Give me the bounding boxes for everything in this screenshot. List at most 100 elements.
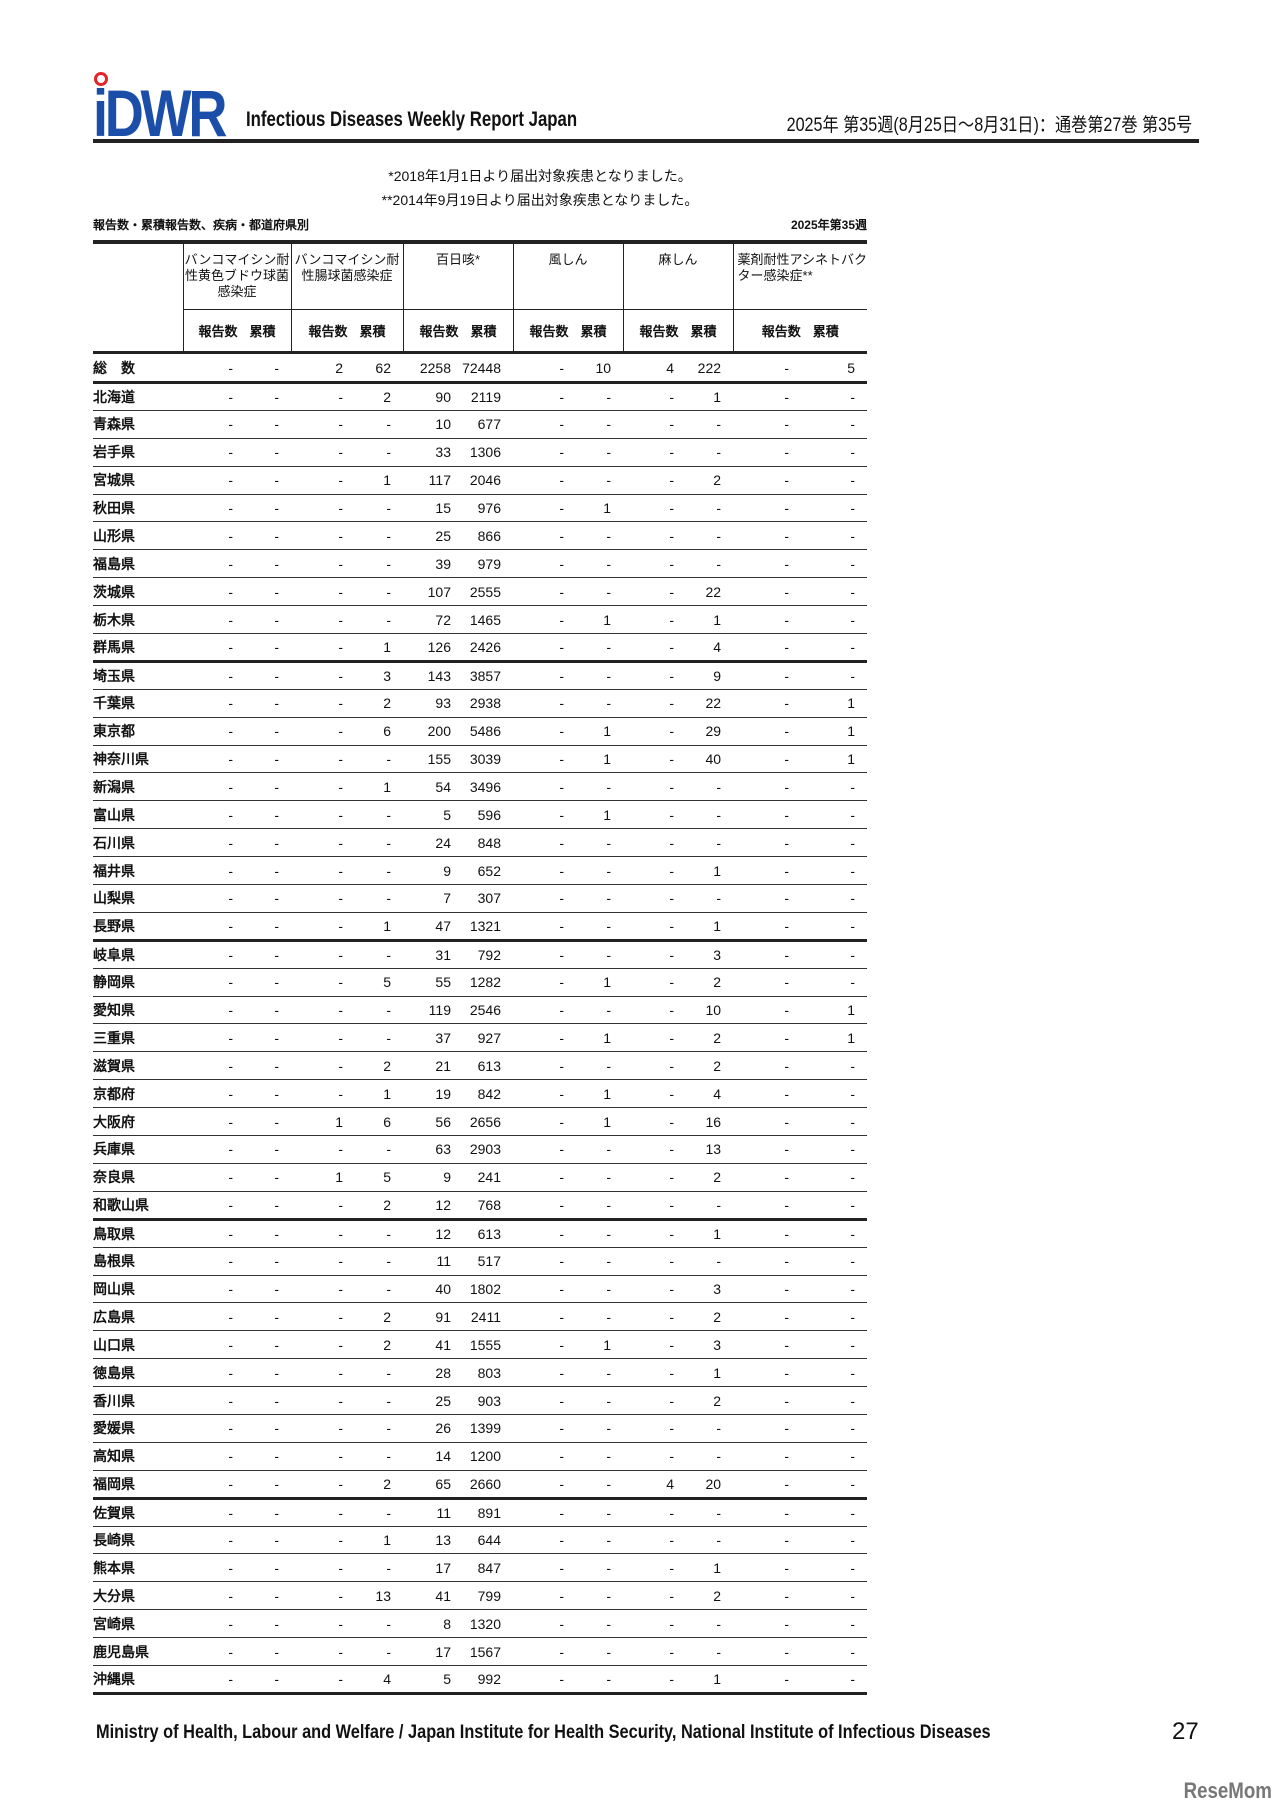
cumulative-header: 累積 (580, 324, 607, 339)
table-cell: - (606, 1141, 612, 1158)
table-cell: - (274, 527, 279, 544)
table-cell: - (606, 917, 612, 934)
table-cell: 222 (697, 359, 722, 376)
table-cell: - (274, 1141, 279, 1158)
table-cell: 2119 (470, 388, 501, 405)
table-cell: 33 (435, 444, 451, 461)
table-cell: - (669, 388, 675, 405)
table-cell: 1567 (469, 1643, 501, 1660)
table-cell: 2 (383, 1336, 391, 1353)
prefecture-name: 愛媛県 (93, 1420, 135, 1437)
table-cell: 2 (383, 1057, 391, 1074)
table-cell: 596 (477, 806, 501, 823)
table-cell: 4 (713, 1085, 722, 1102)
table-cell: 1 (603, 1336, 612, 1353)
table-cell: - (850, 1225, 856, 1242)
prefecture-name: 広島県 (93, 1308, 135, 1325)
table-cell: - (784, 1113, 790, 1130)
table-cell: - (274, 583, 279, 600)
table-cell: - (228, 751, 233, 768)
table-cell: 5 (443, 1670, 451, 1687)
table-cell: - (606, 472, 612, 489)
table-cell: - (228, 806, 233, 823)
prefecture-name: 沖縄県 (93, 1670, 135, 1687)
table-cell: 847 (477, 1559, 501, 1576)
table-cell: - (338, 1002, 343, 1019)
table-cell: - (716, 555, 722, 572)
table-cell: 39 (435, 555, 451, 572)
table-cell: - (669, 1253, 675, 1270)
cumulative-header: 累積 (359, 324, 386, 339)
table-cell: - (338, 834, 343, 851)
table-cell: - (228, 1169, 233, 1186)
table-cell: - (274, 1587, 279, 1604)
table-cell: - (850, 638, 856, 655)
table-cell: - (386, 1559, 391, 1576)
table-cell: - (559, 416, 564, 433)
table-cell: - (274, 1531, 279, 1548)
table-cell: 2 (383, 1196, 391, 1213)
table-cell: - (228, 946, 233, 963)
table-cell: - (784, 500, 790, 516)
prefecture-name: 福島県 (93, 555, 135, 572)
table-cell: - (716, 1504, 722, 1521)
table-cell: - (559, 917, 564, 934)
table-cell: - (784, 611, 790, 628)
table-cell: 2 (713, 1308, 722, 1325)
table-cell: - (338, 1336, 343, 1353)
table-cell: 63 (435, 1141, 451, 1158)
table-cell: - (669, 1364, 675, 1381)
table-cell: 200 (427, 723, 451, 740)
table-cell: - (669, 1420, 675, 1437)
table-cell: - (606, 1587, 612, 1604)
table-row: 福島県 - - - - 39 979 - - - - - - (93, 550, 868, 578)
table-cell: - (274, 1448, 279, 1465)
page-number: 27 (1172, 1718, 1199, 1745)
reports-header: 報告数 (639, 324, 679, 339)
prefecture-name: 長崎県 (93, 1531, 135, 1548)
table-caption: 報告数・累積報告数、疾病・都道府県別 (93, 218, 310, 232)
table-cell: - (338, 667, 343, 684)
table-cell: - (386, 862, 391, 879)
table-cell: - (669, 1336, 675, 1353)
table-cell: - (784, 1615, 790, 1632)
table-cell: - (228, 1559, 233, 1576)
table-cell: 3 (383, 667, 391, 684)
table-cell: - (338, 862, 343, 879)
table-cell: - (274, 1308, 279, 1325)
table-cell: - (669, 500, 675, 516)
prefecture-name: 山口県 (93, 1336, 135, 1353)
row-label: 総 数 (93, 359, 135, 376)
table-cell: - (559, 638, 564, 655)
table-cell: - (274, 778, 279, 795)
table-cell: - (386, 555, 391, 572)
table-cell: - (784, 1420, 790, 1437)
table-cell: 613 (477, 1057, 501, 1074)
table-row: 茨城県 - - - - 107 2555 - - - 22 - - (93, 578, 868, 606)
table-row: 鹿児島県 - - - - 17 1567 - - - - - - (93, 1638, 868, 1666)
table-cell: - (559, 1253, 564, 1270)
table-cell: 799 (477, 1587, 501, 1604)
table-cell: 1 (713, 862, 722, 879)
table-cell: 90 (435, 388, 451, 405)
table-cell: - (228, 527, 233, 544)
table-cell: - (559, 723, 564, 740)
table-cell: - (228, 555, 233, 572)
table-cell: - (669, 1002, 675, 1019)
table-row: 奈良県 - - 1 5 9 241 - - - 2 - - (93, 1163, 868, 1192)
table-cell: 1 (603, 1085, 612, 1102)
table-cell: - (606, 1253, 612, 1270)
table-cell: - (784, 806, 790, 823)
table-cell: - (669, 751, 675, 768)
table-cell: - (228, 1670, 233, 1687)
table-cell: 2 (383, 695, 391, 712)
table-cell: - (386, 946, 391, 963)
table-cell: - (669, 1196, 675, 1213)
table-cell: - (669, 527, 675, 544)
table-cell: 2 (713, 1392, 722, 1409)
table-cell: 979 (477, 555, 501, 572)
table-cell: - (784, 359, 790, 376)
table-cell: - (559, 1587, 564, 1604)
table-cell: - (386, 500, 391, 516)
table-cell: - (338, 1615, 343, 1632)
